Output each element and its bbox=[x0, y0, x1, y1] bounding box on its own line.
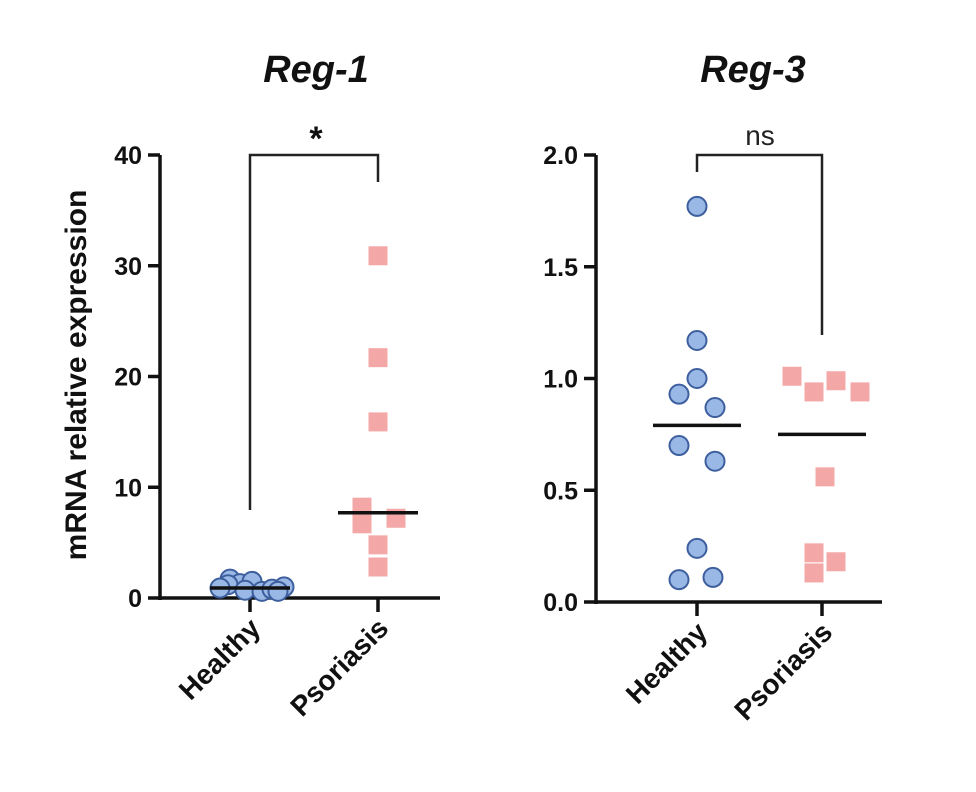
data-point-healthy bbox=[686, 195, 708, 217]
data-point-psoriasis bbox=[826, 552, 846, 572]
chart-title: Reg-1 bbox=[263, 49, 369, 91]
y-tick-label: 20 bbox=[114, 364, 142, 392]
x-tick-label: Healthy bbox=[173, 612, 267, 706]
x-tick-label: Healthy bbox=[620, 616, 714, 710]
data-point-healthy bbox=[704, 450, 726, 472]
data-point-psoriasis bbox=[368, 246, 388, 266]
data-point-psoriasis bbox=[804, 563, 824, 583]
data-point-healthy bbox=[668, 435, 690, 457]
y-tick-label: 40 bbox=[114, 142, 142, 170]
significance-label: * bbox=[309, 120, 323, 158]
data-point-healthy bbox=[686, 330, 708, 352]
data-point-psoriasis bbox=[368, 557, 388, 577]
data-point-psoriasis bbox=[804, 382, 824, 402]
significance-bracket bbox=[248, 153, 380, 510]
data-point-psoriasis bbox=[826, 371, 846, 391]
x-tick-label: Psoriasis bbox=[728, 616, 838, 726]
y-tick-label: 30 bbox=[114, 253, 142, 281]
significance-label: ns bbox=[745, 120, 775, 151]
y-axis-label: mRNA relative expression bbox=[60, 190, 93, 561]
data-point-psoriasis bbox=[368, 535, 388, 555]
data-point-healthy bbox=[686, 368, 708, 389]
data-point-psoriasis bbox=[850, 382, 870, 402]
data-point-psoriasis bbox=[815, 467, 835, 487]
y-tick-label: 2.0 bbox=[543, 142, 578, 170]
y-tick-label: 10 bbox=[114, 474, 142, 502]
panel-reg-3: Reg-3 0.0 0.5 1.0 1.5 2.0 Healthy Psoriasis n… bbox=[543, 49, 882, 726]
y-tick-label: 0 bbox=[128, 585, 142, 613]
x-tick-label: Psoriasis bbox=[284, 612, 394, 722]
data-point-healthy bbox=[686, 537, 708, 559]
data-point-psoriasis bbox=[368, 348, 388, 368]
data-point-psoriasis bbox=[352, 514, 372, 534]
data-point-psoriasis bbox=[368, 412, 388, 432]
y-tick-label: 0.5 bbox=[543, 477, 578, 505]
chart-title: Reg-3 bbox=[700, 49, 806, 91]
y-tick-label: 1.5 bbox=[543, 254, 578, 282]
y-tick-label: 1.0 bbox=[543, 366, 578, 394]
y-tick-label: 0.0 bbox=[543, 589, 578, 617]
data-point-healthy bbox=[704, 397, 726, 419]
data-point-psoriasis bbox=[782, 366, 802, 386]
data-point-psoriasis bbox=[804, 543, 824, 563]
data-point-healthy bbox=[668, 383, 690, 405]
data-point-healthy bbox=[702, 566, 724, 588]
data-point-healthy bbox=[668, 569, 690, 591]
data-point-healthy bbox=[267, 580, 289, 602]
significance-bracket bbox=[695, 153, 824, 335]
panel-reg-1: Reg-1 mRNA relative expression 0 10 20 30 40… bbox=[60, 49, 440, 722]
